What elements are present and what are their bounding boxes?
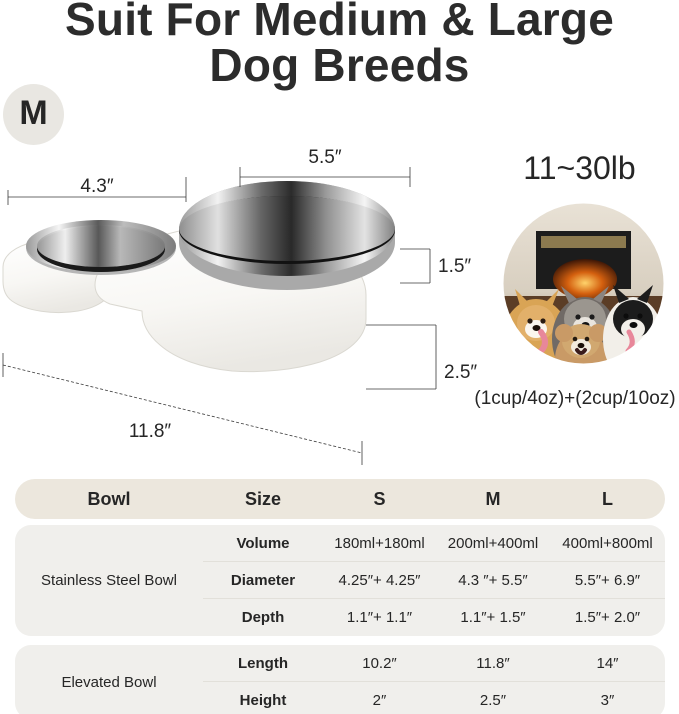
svg-text:4.3″: 4.3″ [80,176,113,197]
svg-text:11.8″: 11.8″ [129,421,172,442]
svg-text:5.5″: 5.5″ [308,147,341,168]
svg-text:1.5″: 1.5″ [438,256,471,277]
svg-text:2.5″: 2.5″ [444,362,477,383]
